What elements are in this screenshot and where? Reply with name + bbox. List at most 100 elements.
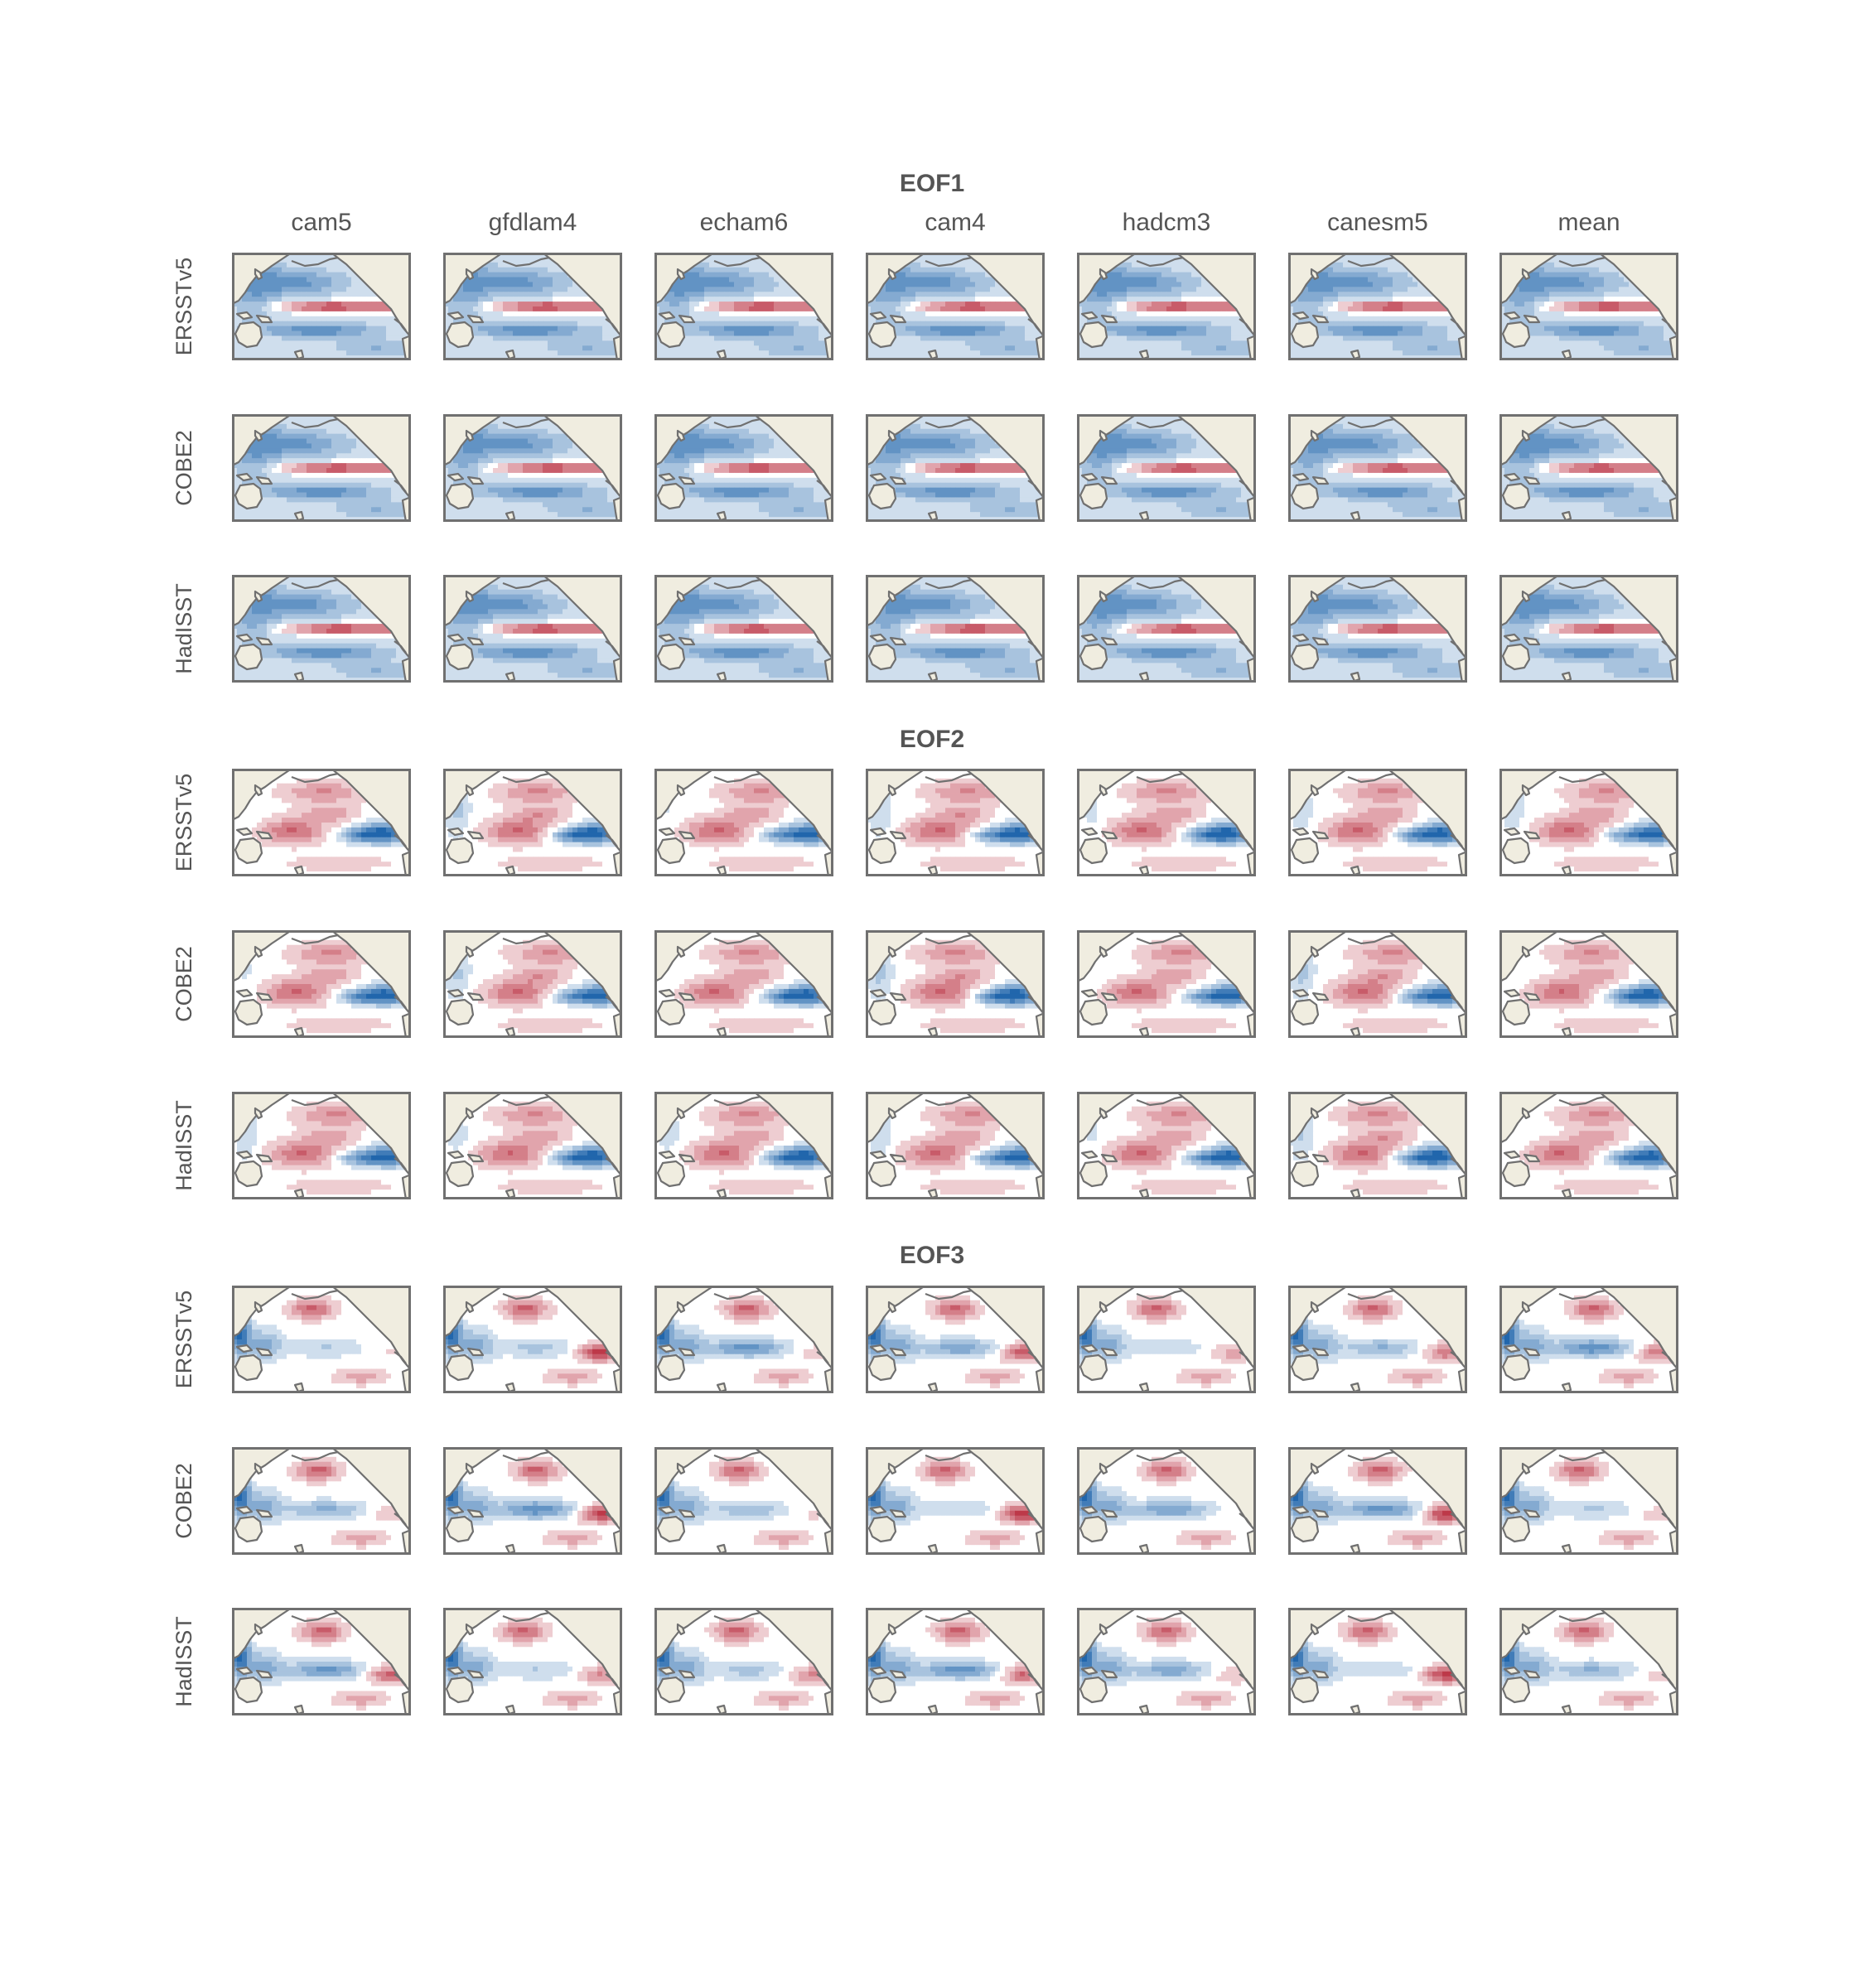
indonesia-island (1080, 1666, 1099, 1676)
australia-landmass (867, 321, 897, 349)
indonesia-island (1292, 1344, 1310, 1353)
new-zealand-island (505, 1382, 516, 1393)
australia-landmass (867, 482, 897, 510)
aleutian-coast (1136, 772, 1184, 784)
map-svg (654, 1286, 833, 1393)
map-panel-eof1-hadisst-echam6 (654, 575, 833, 683)
map-frame (443, 930, 622, 1038)
central-america-coast (394, 318, 407, 331)
map-svg (1499, 1447, 1678, 1555)
new-zealand-island (1561, 1382, 1572, 1393)
north-america-landmass (1386, 253, 1467, 339)
north-america-landmass (1175, 1608, 1256, 1694)
indonesia-island (1503, 311, 1521, 321)
map-svg (232, 253, 411, 360)
north-america-landmass (1597, 1092, 1678, 1178)
new-zealand-island (1561, 510, 1572, 522)
indonesia-island (235, 633, 254, 643)
japan-island (254, 268, 263, 281)
map-svg (1499, 930, 1678, 1038)
map-panel-eof3-hadisst-mean (1499, 1608, 1678, 1715)
map-svg (1499, 414, 1678, 522)
north-america-landmass (541, 1286, 622, 1372)
japan-island (465, 1300, 475, 1314)
map-frame (232, 1608, 411, 1715)
map-svg (866, 1447, 1045, 1555)
new-guinea-island (1523, 475, 1541, 485)
japan-island (1099, 1462, 1108, 1475)
map-panel-eof1-hadisst-gfdlam4 (443, 575, 622, 683)
north-america-landmass (752, 1608, 833, 1694)
japan-island (465, 1462, 475, 1475)
australia-landmass (1290, 998, 1320, 1026)
australia-landmass (656, 643, 686, 671)
central-america-coast (816, 1157, 829, 1170)
new-zealand-island (927, 865, 939, 876)
map-panel-eof1-ersstv5-mean (1499, 253, 1678, 360)
aleutian-coast (502, 1095, 550, 1107)
new-zealand-island (716, 1188, 727, 1199)
central-america-coast (394, 996, 407, 1009)
aleutian-coast (291, 1289, 339, 1300)
new-guinea-island (889, 475, 907, 485)
north-america-landmass (330, 930, 411, 1016)
aleutian-coast (1558, 1611, 1606, 1623)
australia-landmass (445, 1353, 475, 1382)
aleutian-coast (502, 1289, 550, 1300)
aleutian-coast (1136, 417, 1184, 429)
new-guinea-island (678, 1669, 696, 1679)
north-america-landmass (963, 1608, 1045, 1694)
aleutian-coast (502, 1611, 550, 1623)
aleutian-coast (925, 934, 973, 945)
new-zealand-island (1350, 1543, 1361, 1555)
north-america-landmass (1597, 1447, 1678, 1533)
new-zealand-island (927, 1543, 939, 1555)
australia-landmass (1079, 1353, 1108, 1382)
aleutian-coast (713, 578, 761, 590)
north-america-landmass (330, 575, 411, 661)
map-frame (1288, 1447, 1467, 1555)
map-frame (232, 253, 411, 360)
map-frame (443, 769, 622, 876)
indonesia-island (869, 827, 887, 837)
new-guinea-island (1100, 1669, 1118, 1679)
new-zealand-island (927, 1026, 939, 1038)
japan-island (1521, 590, 1531, 603)
map-frame (1077, 1608, 1256, 1715)
map-panel-eof2-ersstv5-mean (1499, 769, 1678, 876)
indonesia-island (869, 1150, 887, 1160)
new-zealand-island (1350, 1704, 1361, 1715)
map-frame (1077, 253, 1256, 360)
map-panel-eof2-cobe2-echam6 (654, 930, 833, 1038)
map-svg (232, 1286, 411, 1393)
australia-landmass (1501, 1160, 1531, 1188)
map-panel-eof2-ersstv5-gfdlam4 (443, 769, 622, 876)
map-frame (1499, 769, 1678, 876)
australia-landmass (445, 998, 475, 1026)
new-guinea-island (466, 1153, 485, 1163)
indonesia-island (447, 1150, 465, 1160)
central-america-coast (816, 480, 829, 493)
central-america-coast (1450, 996, 1463, 1009)
north-america-landmass (330, 1447, 411, 1533)
australia-landmass (1290, 1676, 1320, 1704)
new-guinea-island (466, 636, 485, 646)
north-america-landmass (1175, 930, 1256, 1016)
central-america-coast (394, 640, 407, 654)
new-guinea-island (1311, 1669, 1330, 1679)
central-america-coast (605, 318, 618, 331)
indonesia-island (1503, 1666, 1521, 1676)
map-svg (1288, 1447, 1467, 1555)
indonesia-island (869, 1505, 887, 1515)
japan-island (887, 1300, 897, 1314)
map-frame (866, 1608, 1045, 1715)
map-panel-eof2-cobe2-canesm5 (1288, 930, 1467, 1038)
map-panel-eof1-ersstv5-cam4 (866, 253, 1045, 360)
new-guinea-island (1311, 636, 1330, 646)
new-guinea-island (1523, 992, 1541, 1001)
north-america-landmass (1597, 1286, 1678, 1372)
map-frame (866, 769, 1045, 876)
australia-landmass (867, 998, 897, 1026)
map-svg (1499, 1608, 1678, 1715)
map-frame (232, 1286, 411, 1393)
